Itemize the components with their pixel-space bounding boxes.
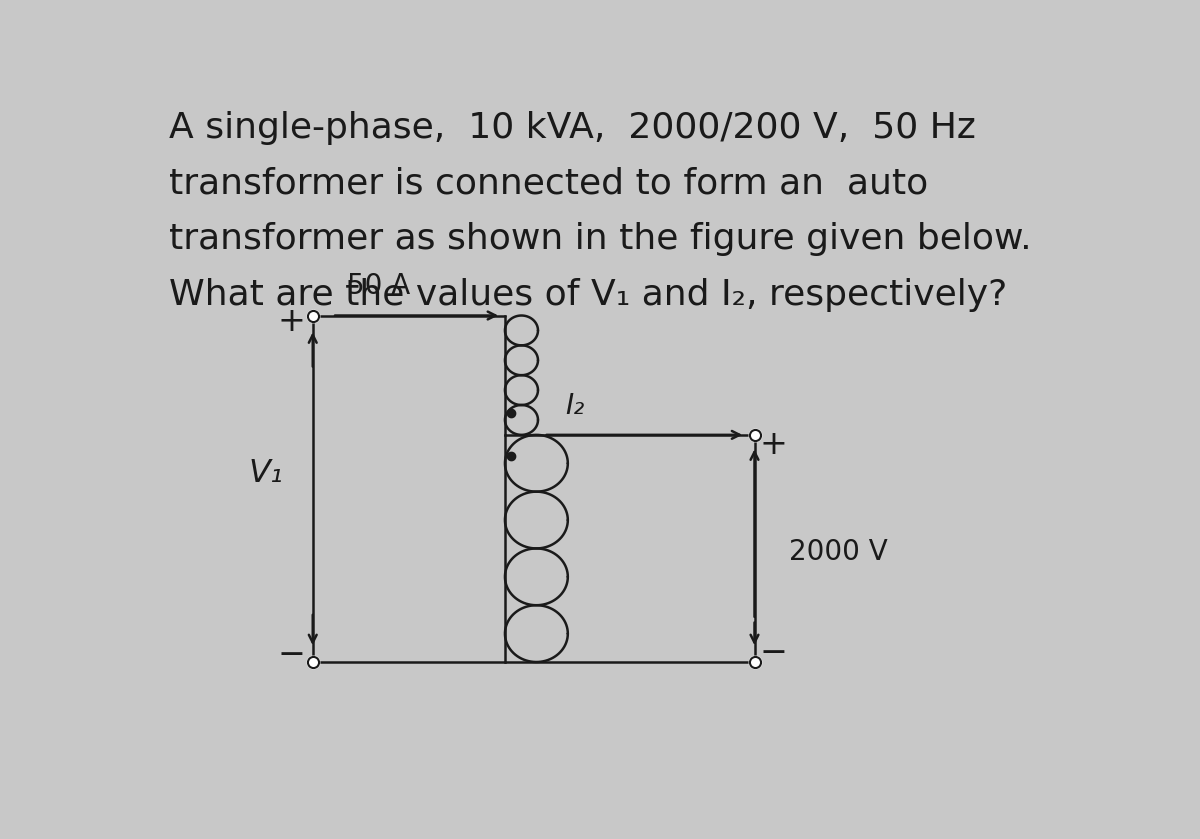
Text: 2000 V: 2000 V bbox=[790, 539, 888, 566]
Text: +: + bbox=[277, 305, 305, 338]
Text: −: − bbox=[277, 638, 305, 671]
Text: What are the values of V₁ and I₂, respectively?: What are the values of V₁ and I₂, respec… bbox=[169, 278, 1008, 312]
Text: A single-phase,  10 kVA,  2000/200 V,  50 Hz: A single-phase, 10 kVA, 2000/200 V, 50 H… bbox=[169, 112, 976, 145]
Text: 50 A: 50 A bbox=[347, 272, 410, 300]
Text: transformer as shown in the figure given below.: transformer as shown in the figure given… bbox=[169, 222, 1032, 257]
Text: transformer is connected to form an  auto: transformer is connected to form an auto bbox=[169, 167, 929, 201]
Text: I₂: I₂ bbox=[565, 392, 584, 420]
Text: −: − bbox=[760, 636, 788, 670]
Text: +: + bbox=[760, 428, 788, 461]
Text: V₁: V₁ bbox=[248, 458, 283, 489]
